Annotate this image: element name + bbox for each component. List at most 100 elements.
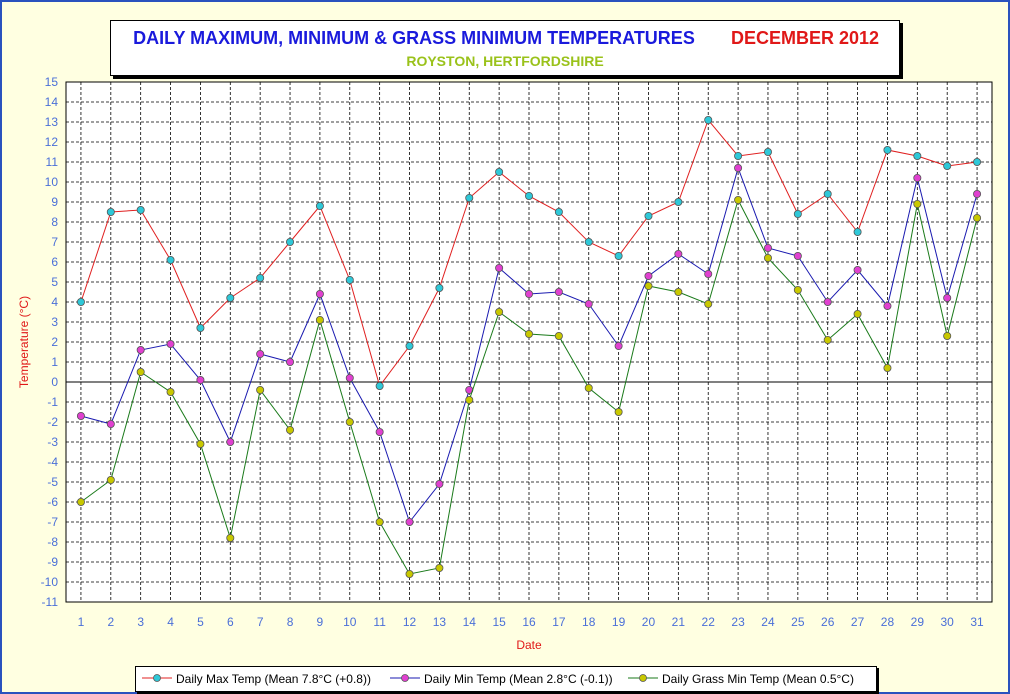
y-tick-label: -6 — [47, 495, 58, 509]
data-point-min-temp — [495, 263, 504, 272]
data-point-min-temp — [76, 411, 85, 420]
data-point-min-temp — [823, 297, 832, 306]
x-tick-label: 27 — [851, 615, 865, 629]
data-point-grass-min-temp — [196, 439, 205, 448]
data-point-min-temp — [435, 479, 444, 488]
data-point-min-temp — [943, 293, 952, 302]
data-point-grass-min-temp — [734, 195, 743, 204]
data-point-grass-min-temp — [136, 367, 145, 376]
y-tick-label: -9 — [47, 555, 58, 569]
data-point-grass-min-temp — [674, 287, 683, 296]
data-point-min-temp — [853, 265, 862, 274]
x-tick-label: 9 — [317, 615, 324, 629]
x-tick-label: 3 — [137, 615, 144, 629]
data-point-max-temp — [405, 341, 414, 350]
data-point-max-temp — [853, 227, 862, 236]
y-tick-label: 8 — [51, 215, 58, 229]
plot-area: -11-10-9-8-7-6-5-4-3-2-10123456789101112… — [17, 75, 993, 652]
x-tick-label: 1 — [78, 615, 85, 629]
y-tick-label: -2 — [47, 415, 58, 429]
data-point-grass-min-temp — [315, 315, 324, 324]
data-point-max-temp — [584, 237, 593, 246]
x-tick-label: 17 — [552, 615, 566, 629]
x-tick-label: 19 — [612, 615, 626, 629]
y-tick-label: 11 — [46, 155, 59, 169]
data-point-min-temp — [704, 269, 713, 278]
x-tick-label: 11 — [373, 615, 386, 629]
y-tick-label: 13 — [45, 115, 59, 129]
data-point-min-temp — [525, 289, 534, 298]
x-tick-label: 14 — [463, 615, 477, 629]
data-point-grass-min-temp — [584, 383, 593, 392]
data-point-max-temp — [525, 191, 534, 200]
x-tick-label: 10 — [343, 615, 357, 629]
data-point-grass-min-temp — [823, 335, 832, 344]
data-point-grass-min-temp — [106, 475, 115, 484]
data-point-grass-min-temp — [226, 534, 235, 543]
data-point-max-temp — [674, 197, 683, 206]
x-tick-label: 31 — [970, 615, 984, 629]
data-point-min-temp — [256, 349, 265, 358]
data-point-grass-min-temp — [853, 309, 862, 318]
data-point-max-temp — [734, 151, 743, 160]
data-point-min-temp — [196, 375, 205, 384]
data-point-grass-min-temp — [495, 307, 504, 316]
data-point-max-temp — [614, 251, 623, 260]
data-point-min-temp — [166, 339, 175, 348]
y-tick-label: 12 — [45, 135, 59, 149]
data-point-grass-min-temp — [704, 299, 713, 308]
data-point-grass-min-temp — [614, 407, 623, 416]
data-point-min-temp — [644, 271, 653, 280]
data-point-max-temp — [435, 283, 444, 292]
chart-subtitle: ROYSTON, HERTFORDSHIRE — [406, 53, 604, 69]
data-point-grass-min-temp — [435, 564, 444, 573]
y-tick-label: -8 — [47, 535, 58, 549]
x-tick-label: 28 — [881, 615, 895, 629]
x-tick-label: 29 — [911, 615, 925, 629]
data-point-min-temp — [674, 249, 683, 258]
data-point-min-temp — [763, 243, 772, 252]
data-point-max-temp — [644, 211, 653, 220]
data-point-grass-min-temp — [465, 395, 474, 404]
x-tick-label: 22 — [702, 615, 716, 629]
data-point-grass-min-temp — [76, 497, 85, 506]
y-tick-label: -5 — [47, 475, 58, 489]
x-tick-label: 23 — [731, 615, 745, 629]
title-box: DAILY MAXIMUM, MINIMUM & GRASS MINIMUM T… — [110, 20, 900, 76]
data-point-max-temp — [106, 207, 115, 216]
data-point-max-temp — [196, 323, 205, 332]
x-tick-label: 7 — [257, 615, 264, 629]
y-tick-label: 4 — [51, 295, 58, 309]
x-tick-label: 16 — [522, 615, 536, 629]
y-tick-label: -10 — [41, 575, 59, 589]
data-point-max-temp — [943, 161, 952, 170]
data-point-min-temp — [584, 299, 593, 308]
data-point-max-temp — [793, 209, 802, 218]
data-point-min-temp — [375, 427, 384, 436]
data-point-min-temp — [315, 289, 324, 298]
y-axis-title: Temperature (°C) — [17, 296, 31, 388]
legend-label-max: Daily Max Temp (Mean 7.8°C (+0.8)) — [176, 672, 371, 686]
y-tick-label: 7 — [51, 235, 58, 249]
data-point-grass-min-temp — [375, 518, 384, 527]
data-point-grass-min-temp — [345, 417, 354, 426]
x-tick-label: 20 — [642, 615, 656, 629]
data-point-max-temp — [913, 151, 922, 160]
x-tick-label: 5 — [197, 615, 204, 629]
data-point-min-temp — [345, 373, 354, 382]
legend: Daily Max Temp (Mean 7.8°C (+0.8)) Daily… — [135, 666, 877, 692]
x-tick-label: 15 — [492, 615, 506, 629]
y-tick-label: 15 — [45, 75, 59, 89]
x-tick-label: 13 — [433, 615, 447, 629]
legend-label-min: Daily Min Temp (Mean 2.8°C (-0.1)) — [424, 672, 613, 686]
data-point-max-temp — [973, 157, 982, 166]
y-tick-label: 10 — [45, 175, 59, 189]
data-point-grass-min-temp — [763, 253, 772, 262]
data-point-grass-min-temp — [943, 331, 952, 340]
x-tick-label: 4 — [167, 615, 174, 629]
y-tick-label: 14 — [45, 95, 59, 109]
data-point-max-temp — [226, 293, 235, 302]
y-tick-label: -11 — [42, 595, 59, 609]
